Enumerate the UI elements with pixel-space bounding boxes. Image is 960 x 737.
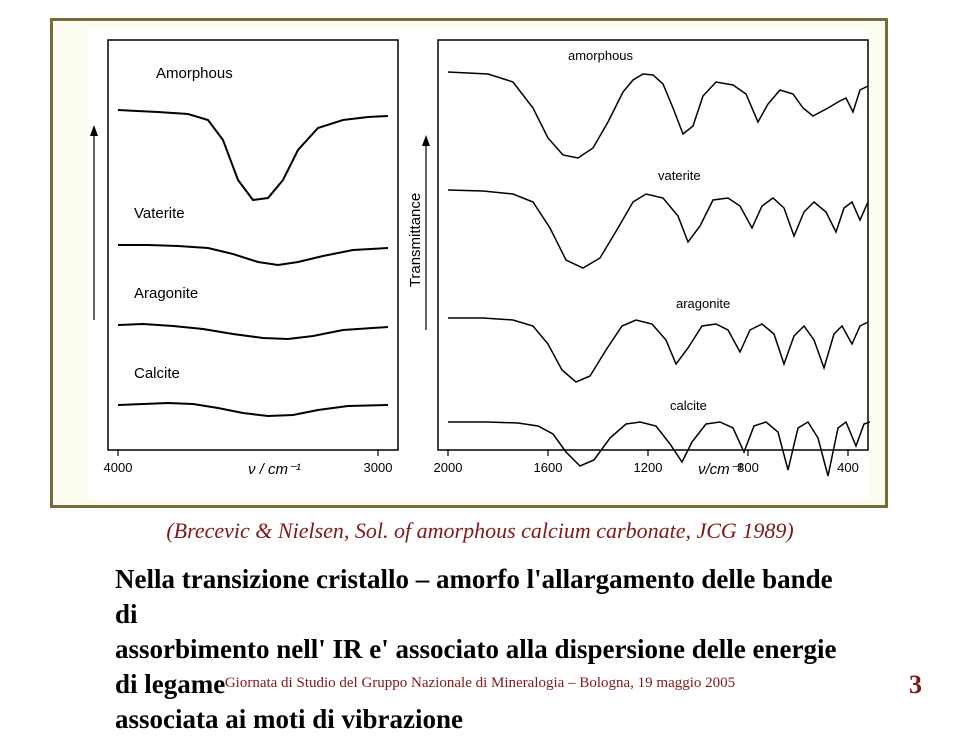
svg-text:Aragonite: Aragonite [134,285,198,302]
svg-text:ν / cm⁻¹: ν / cm⁻¹ [248,461,301,478]
body-paragraph: Nella transizione cristallo – amorfo l'a… [115,562,855,737]
body-line-1: Nella transizione cristallo – amorfo l'a… [115,564,833,629]
svg-text:3000: 3000 [364,460,393,475]
body-line-3: associata ai moti di vibrazione [115,704,463,734]
svg-text:amorphous: amorphous [568,48,634,63]
svg-text:4000: 4000 [104,460,133,475]
svg-text:1200: 1200 [634,460,663,475]
svg-text:vaterite: vaterite [658,168,701,183]
figure-svg-container: Transmittance 4000 3000 ν / cm⁻¹ Amorphous Va… [88,30,870,498]
svg-text:Amorphous: Amorphous [156,65,233,82]
svg-text:Transmittance: Transmittance [407,193,424,287]
svg-text:1600: 1600 [534,460,563,475]
svg-text:400: 400 [837,460,859,475]
svg-text:Calcite: Calcite [134,365,180,382]
svg-text:Transmittance: Transmittance [88,183,92,277]
svg-text:Vaterite: Vaterite [134,205,185,222]
svg-text:2000: 2000 [434,460,463,475]
page-number: 3 [909,670,922,700]
spectra-plot: Transmittance 4000 3000 ν / cm⁻¹ Amorphous Va… [88,30,870,498]
svg-text:aragonite: aragonite [676,296,730,311]
svg-text:calcite: calcite [670,398,707,413]
svg-text:ν/cm⁻¹: ν/cm⁻¹ [698,461,743,478]
figure-citation: (Brecevic & Nielsen, Sol. of amorphous c… [0,518,960,544]
page-footer: Giornata di Studio del Gruppo Nazionale … [0,675,960,692]
